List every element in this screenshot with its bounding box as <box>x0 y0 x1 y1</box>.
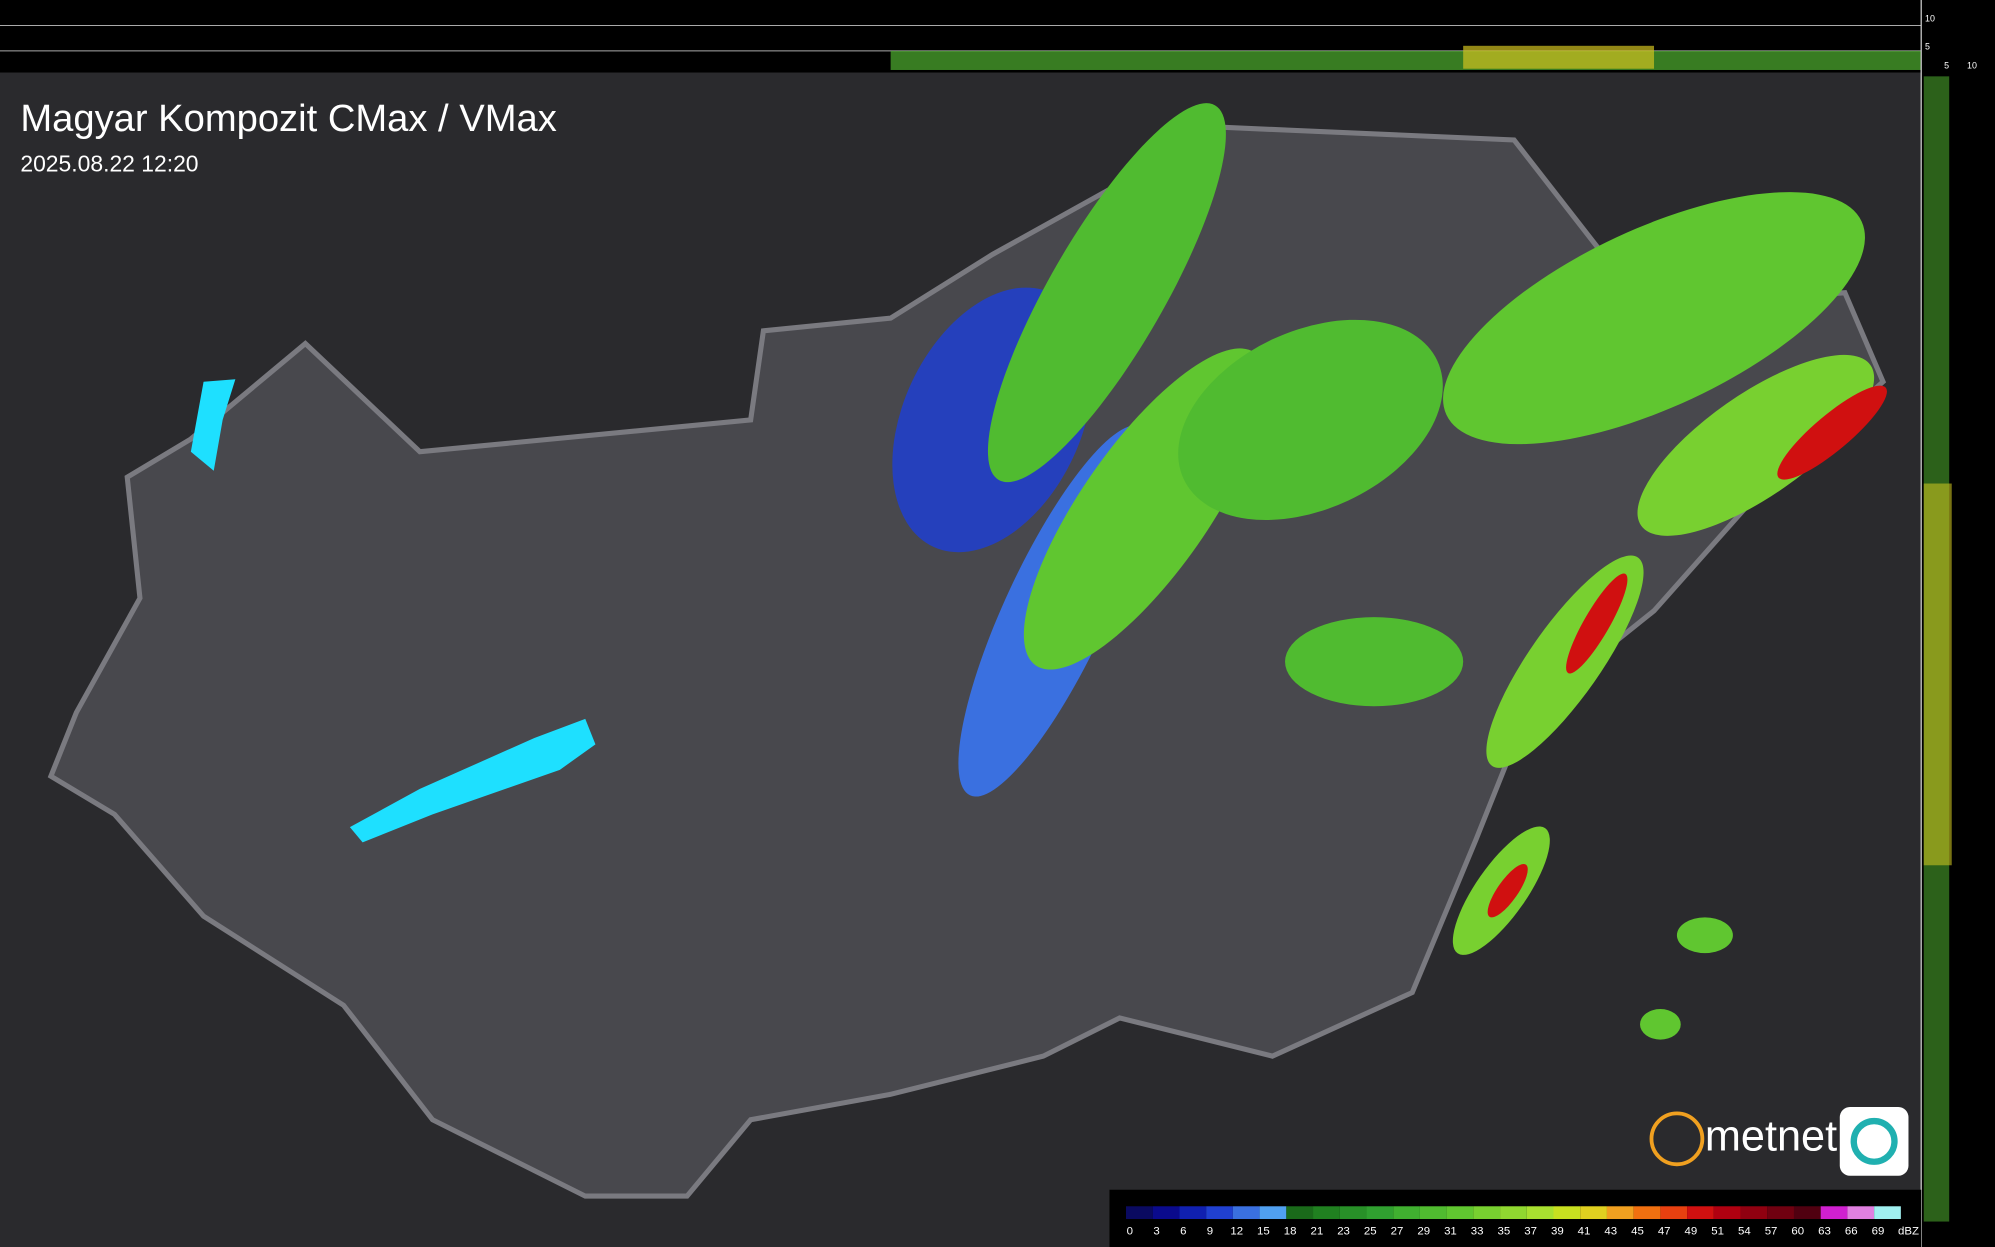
legend-swatch <box>1606 1206 1634 1220</box>
echo <box>1178 319 1443 520</box>
profile-echo <box>890 50 1922 70</box>
legend-swatch <box>1419 1206 1447 1220</box>
legend-swatch <box>1232 1206 1260 1220</box>
logo-sun <box>1649 1111 1705 1167</box>
legend-swatch <box>1473 1206 1501 1220</box>
legend-label: 27 <box>1391 1225 1404 1237</box>
legend-label: 54 <box>1738 1225 1751 1237</box>
logo-icon <box>1850 1117 1898 1165</box>
legend-swatch <box>1286 1206 1314 1220</box>
legend-label: 15 <box>1257 1225 1270 1237</box>
legend-swatch <box>1339 1206 1367 1220</box>
legend-label: 45 <box>1631 1225 1644 1237</box>
profile-echo <box>1463 45 1655 69</box>
legend-label: 43 <box>1604 1225 1617 1237</box>
legend-label: 51 <box>1711 1225 1724 1237</box>
lake-ferto <box>190 379 236 471</box>
profile-label: 5 <box>1944 61 1949 71</box>
legend-label: 21 <box>1310 1225 1323 1237</box>
legend-swatch <box>1874 1206 1901 1220</box>
profile-label: 10 <box>1967 61 1977 71</box>
logo-text: metnet <box>1705 1112 1837 1160</box>
radar-echoes <box>892 103 1887 1040</box>
legend-swatch <box>1580 1206 1607 1220</box>
legend-swatch <box>1206 1206 1233 1220</box>
legend-label: 63 <box>1818 1225 1831 1237</box>
legend-label: 6 <box>1180 1225 1186 1237</box>
profile-echo <box>1923 483 1952 866</box>
legend-swatch <box>1740 1206 1768 1220</box>
legend-swatch <box>1713 1206 1741 1220</box>
legend-swatch <box>1793 1206 1821 1220</box>
legend-label: 33 <box>1471 1225 1484 1237</box>
legend-label: 23 <box>1337 1225 1350 1237</box>
legend-swatch <box>1526 1206 1554 1220</box>
legend-swatch <box>1393 1206 1420 1220</box>
legend-label: 57 <box>1765 1225 1778 1237</box>
legend-label: 18 <box>1284 1225 1297 1237</box>
legend-label: 66 <box>1845 1225 1858 1237</box>
legend-unit: dBZ <box>1898 1225 1919 1237</box>
legend-swatch <box>1126 1206 1153 1220</box>
echo <box>987 103 1226 483</box>
legend-swatch <box>1446 1206 1474 1220</box>
legend-label: 31 <box>1444 1225 1457 1237</box>
legend-label: 37 <box>1524 1225 1537 1237</box>
legend-label: 47 <box>1658 1225 1671 1237</box>
legend-label: 9 <box>1207 1225 1213 1237</box>
logo-icon <box>1839 1107 1909 1176</box>
echo <box>1640 1009 1681 1040</box>
legend-swatch <box>1820 1206 1848 1220</box>
legend-label: 25 <box>1364 1225 1377 1237</box>
echo <box>1566 573 1628 674</box>
legend-swatch <box>1767 1206 1794 1220</box>
legend-swatch <box>1500 1206 1527 1220</box>
profile-label: 5 <box>1925 42 1930 52</box>
legend-swatch <box>1847 1206 1875 1220</box>
echo <box>1676 917 1733 954</box>
lake-balaton <box>349 718 596 843</box>
legend-label: 39 <box>1551 1225 1564 1237</box>
legend-label: 41 <box>1578 1225 1591 1237</box>
echo <box>1443 192 1865 445</box>
legend-swatch <box>1660 1206 1688 1220</box>
legend-swatch <box>1553 1206 1581 1220</box>
legend-label: 0 <box>1127 1225 1133 1237</box>
legend: 0 3 6 9 12 15 18 21 23 25 27 29 31 33 35 37 39 41 43 45 47 49… <box>1126 1206 1919 1237</box>
legend-swatch <box>1366 1206 1394 1220</box>
echo <box>1637 354 1875 536</box>
echo <box>1285 617 1464 707</box>
timestamp: 2025.08.22 12:20 <box>20 150 198 176</box>
legend-label: 29 <box>1417 1225 1430 1237</box>
legend-swatch <box>1152 1206 1180 1220</box>
echo <box>1777 385 1887 480</box>
legend-label: 35 <box>1498 1225 1511 1237</box>
title: Magyar Kompozit CMax / VMax <box>20 97 556 140</box>
legend-swatch <box>1259 1206 1287 1220</box>
profile-label: 10 <box>1925 14 1935 24</box>
legend-swatch <box>1687 1206 1714 1220</box>
legend-swatch <box>1313 1206 1340 1220</box>
legend-swatch <box>1179 1206 1207 1220</box>
logo: metnet <box>1649 1107 1909 1176</box>
legend-label: 3 <box>1153 1225 1159 1237</box>
legend-swatch <box>1633 1206 1661 1220</box>
legend-label: 60 <box>1791 1225 1804 1237</box>
echo <box>1487 864 1528 918</box>
legend-label: 12 <box>1230 1225 1243 1237</box>
legend-label: 69 <box>1872 1225 1885 1237</box>
legend-label: 49 <box>1685 1225 1698 1237</box>
